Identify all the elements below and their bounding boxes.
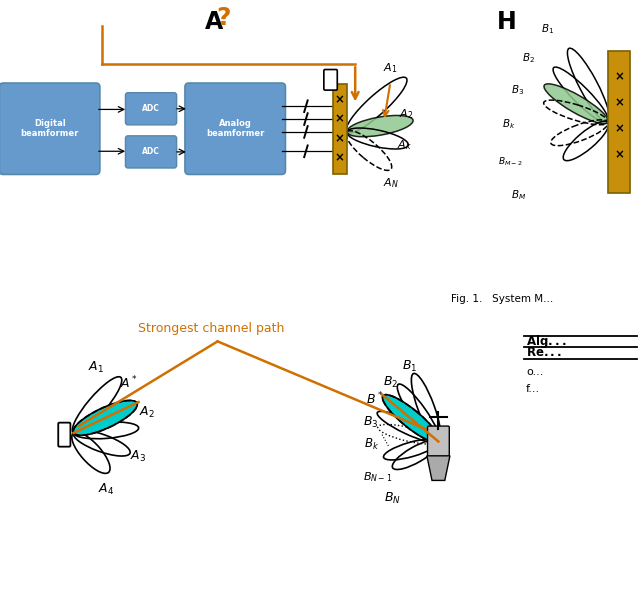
FancyBboxPatch shape [324, 70, 337, 90]
Text: ×: × [335, 93, 345, 106]
Text: Fig. 1.   System M...: Fig. 1. System M... [451, 294, 554, 305]
Text: $A_1$: $A_1$ [383, 61, 397, 74]
Text: $B_{N-1}$: $B_{N-1}$ [363, 470, 392, 484]
Text: $\mathbf{A}$: $\mathbf{A}$ [204, 10, 225, 33]
Text: $A_N$: $A_N$ [383, 176, 398, 191]
Text: ?: ? [217, 6, 231, 30]
Text: ADC: ADC [142, 147, 160, 156]
Text: ADC: ADC [142, 104, 160, 113]
Text: f...: f... [526, 384, 540, 394]
Text: $B_N$: $B_N$ [384, 491, 401, 505]
FancyBboxPatch shape [125, 136, 177, 168]
Text: ×: × [614, 122, 624, 135]
Text: $A_1$: $A_1$ [88, 360, 104, 375]
Text: $B_2$: $B_2$ [383, 374, 398, 390]
Text: $A^*$: $A^*$ [120, 375, 138, 392]
Ellipse shape [347, 116, 413, 136]
Text: $B_1$: $B_1$ [541, 22, 554, 36]
FancyBboxPatch shape [185, 83, 285, 175]
Text: $B_3$: $B_3$ [511, 83, 524, 97]
Text: Analog
beamformer: Analog beamformer [206, 119, 265, 138]
Text: $B^*$: $B^*$ [365, 391, 383, 407]
Text: ×: × [614, 97, 624, 110]
Text: Digital
beamformer: Digital beamformer [20, 119, 79, 138]
Text: $B_{M-2}$: $B_{M-2}$ [499, 155, 523, 167]
Text: $B_2$: $B_2$ [522, 51, 534, 65]
Ellipse shape [383, 395, 439, 442]
Text: o...: o... [526, 367, 543, 377]
Text: $A_2$: $A_2$ [399, 107, 413, 121]
Bar [608, 51, 630, 193]
Text: $\mathbf{H}$: $\mathbf{H}$ [496, 10, 515, 33]
Text: ×: × [614, 71, 624, 84]
Text: $\mathbf{Alg...}$: $\mathbf{Alg...}$ [526, 333, 566, 350]
Text: ×: × [335, 151, 345, 164]
Text: $A_2$: $A_2$ [139, 405, 155, 420]
Text: ×: × [335, 113, 345, 126]
Text: $\mathbf{Re...}$: $\mathbf{Re...}$ [526, 346, 562, 359]
FancyBboxPatch shape [58, 423, 70, 446]
Ellipse shape [73, 401, 138, 435]
Polygon shape [427, 456, 450, 480]
FancyBboxPatch shape [125, 93, 177, 125]
Text: $A_3$: $A_3$ [130, 449, 146, 464]
FancyBboxPatch shape [0, 83, 100, 175]
FancyBboxPatch shape [428, 426, 449, 457]
Text: $B_k$: $B_k$ [502, 117, 516, 131]
Text: $A_4$: $A_4$ [98, 482, 114, 497]
Text: Strongest channel path: Strongest channel path [138, 322, 284, 335]
Text: $B_1$: $B_1$ [402, 359, 417, 374]
Ellipse shape [544, 84, 608, 124]
Text: $B_k$: $B_k$ [364, 437, 379, 452]
Text: ×: × [614, 148, 624, 161]
Text: $B_3$: $B_3$ [364, 414, 379, 430]
Text: $B_M$: $B_M$ [511, 188, 526, 202]
Text: $A_k$: $A_k$ [397, 138, 412, 152]
Bar [333, 83, 347, 174]
Text: ×: × [335, 132, 345, 145]
